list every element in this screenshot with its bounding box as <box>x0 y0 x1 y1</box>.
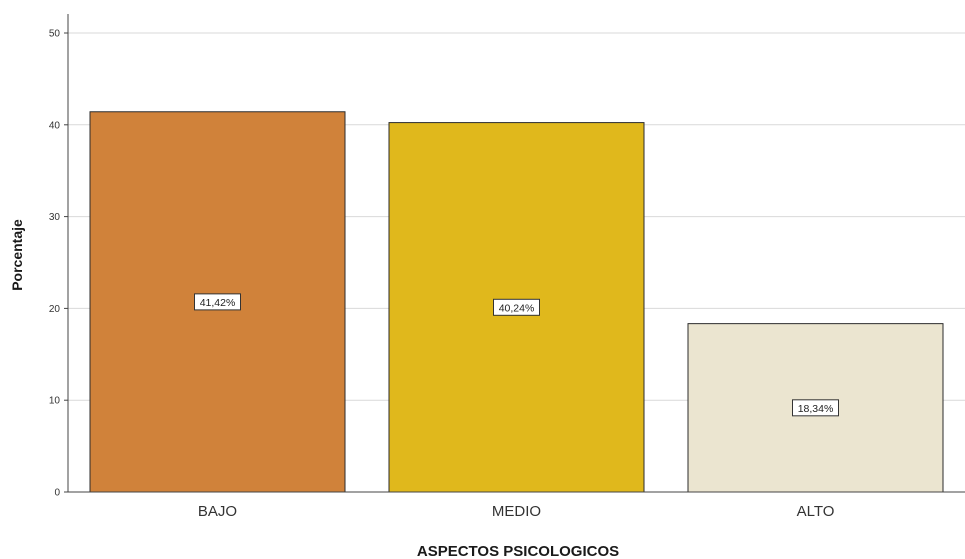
data-labels: 41,42% 40,24% 18,34% <box>194 293 839 417</box>
x-tick-label: MEDIO <box>492 503 541 520</box>
y-axis-title: Porcentaje <box>9 219 25 291</box>
bar-alto <box>687 323 944 493</box>
data-label-box <box>792 399 839 417</box>
y-tick-label: 10 <box>49 396 61 407</box>
y-tick-label: 50 <box>49 29 61 40</box>
x-tick-label: ALTO <box>797 503 835 520</box>
data-label-box <box>194 293 241 311</box>
data-label: 40,24% <box>499 302 535 314</box>
data-label-box <box>493 298 540 316</box>
y-tick-label: 30 <box>49 212 61 223</box>
y-axis: 0 10 20 30 40 50 <box>49 14 69 499</box>
data-label: 18,34% <box>798 403 834 415</box>
data-label: 41,42% <box>200 297 236 309</box>
y-tick-label: 40 <box>49 120 61 131</box>
y-tick-label: 0 <box>54 488 60 499</box>
x-axis-title: ASPECTOS PSICOLOGICOS <box>417 543 619 559</box>
x-axis-labels: BAJO MEDIO ALTO <box>198 503 834 520</box>
x-tick-label: BAJO <box>198 503 237 520</box>
y-tick-label: 20 <box>49 304 61 315</box>
